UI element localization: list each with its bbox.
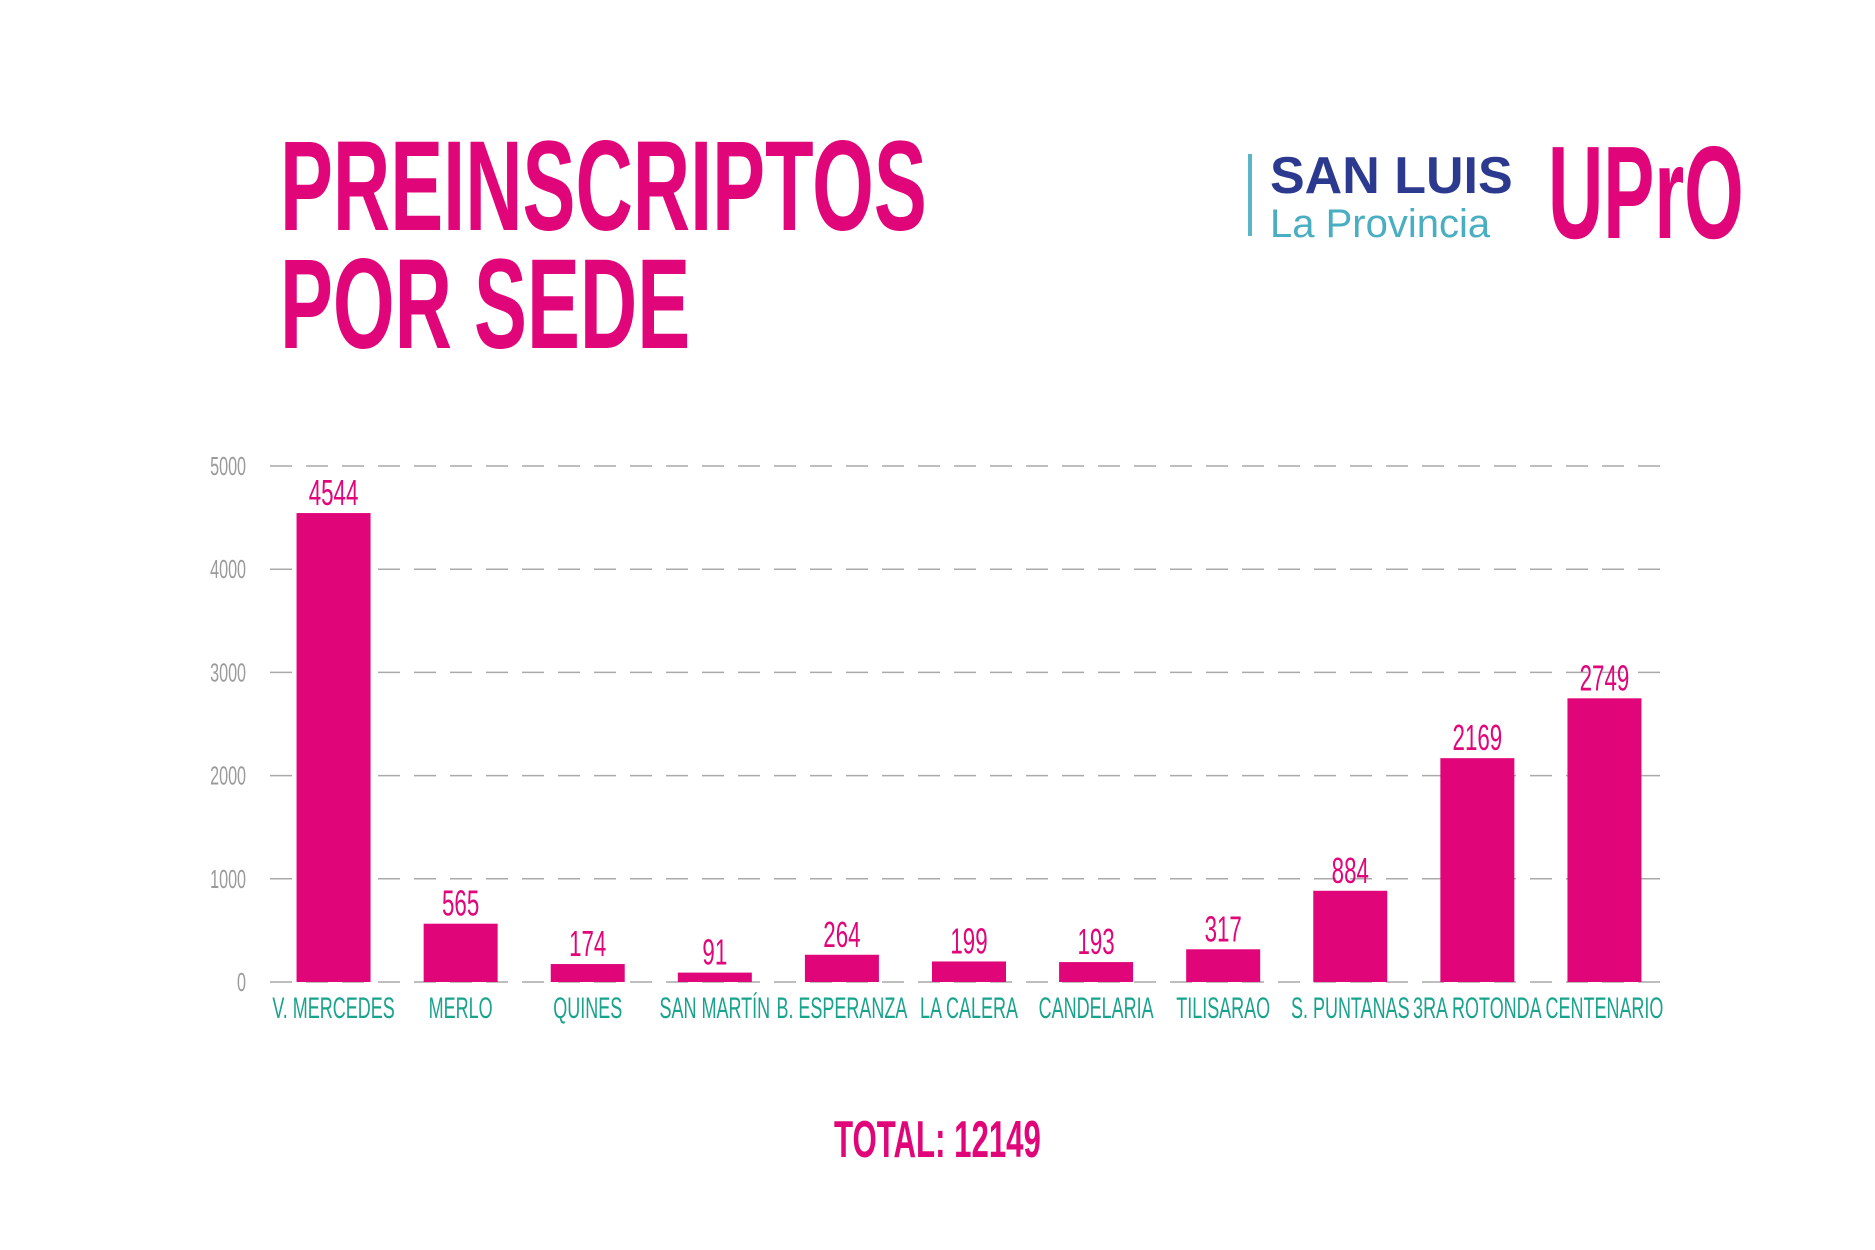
- category-label: CANDELARIA: [1039, 993, 1154, 1026]
- data-label: 264: [823, 916, 860, 956]
- y-tick-label: 1000: [210, 864, 246, 894]
- category-label: V. MERCEDES: [272, 993, 394, 1026]
- bar: [1313, 890, 1388, 982]
- y-tick-label: 2000: [210, 761, 246, 791]
- bar: [1567, 698, 1642, 982]
- chart-title-line-1: PREINSCRIPTOS: [280, 115, 927, 258]
- bar: [550, 964, 625, 982]
- data-label: 565: [442, 884, 479, 924]
- data-label: 193: [1077, 923, 1114, 963]
- bar: [423, 923, 498, 982]
- category-label: B. ESPERANZA: [776, 993, 907, 1026]
- bar: [804, 954, 879, 982]
- bar: [1440, 758, 1515, 982]
- category-label: CENTENARIO: [1545, 993, 1663, 1026]
- category-label: TILISARAO: [1176, 993, 1270, 1026]
- brand-sub-text: La Provincia: [1270, 202, 1491, 246]
- data-label: 2749: [1580, 659, 1630, 699]
- category-label: 3RA ROTONDA: [1413, 993, 1542, 1026]
- bar: [932, 961, 1006, 982]
- y-tick-label: 3000: [210, 657, 246, 687]
- data-label: 884: [1332, 852, 1369, 892]
- bar: [1186, 949, 1261, 982]
- category-label: LA CALERA: [920, 993, 1018, 1026]
- y-tick-label: 0: [237, 967, 246, 997]
- chart-title: PREINSCRIPTOS POR SEDE: [280, 115, 1323, 376]
- category-label: QUINES: [553, 993, 622, 1026]
- data-label: 91: [702, 933, 727, 973]
- category-label: SAN MARTÍN: [660, 993, 771, 1026]
- y-tick-label: 5000: [210, 451, 246, 481]
- upro-logo: UPrO: [1548, 119, 1744, 266]
- total-label: TOTAL: 12149: [0, 1110, 1875, 1170]
- data-label: 317: [1205, 910, 1242, 950]
- data-label: 4544: [309, 474, 359, 514]
- bar: [1059, 962, 1134, 982]
- bar: [296, 513, 371, 982]
- data-label: 199: [950, 922, 987, 962]
- bar: [677, 972, 752, 982]
- category-label: MERLO: [429, 993, 493, 1026]
- brand-divider: [1248, 154, 1252, 236]
- chart-title-line-2: POR SEDE: [280, 233, 691, 376]
- y-tick-label: 4000: [210, 554, 246, 584]
- brand-main-text: SAN LUIS: [1270, 147, 1513, 205]
- total-text: TOTAL: 12149: [834, 1111, 1041, 1169]
- data-label: 2169: [1453, 719, 1503, 759]
- category-label: S. PUNTANAS: [1291, 993, 1410, 1026]
- data-label: 174: [569, 925, 606, 965]
